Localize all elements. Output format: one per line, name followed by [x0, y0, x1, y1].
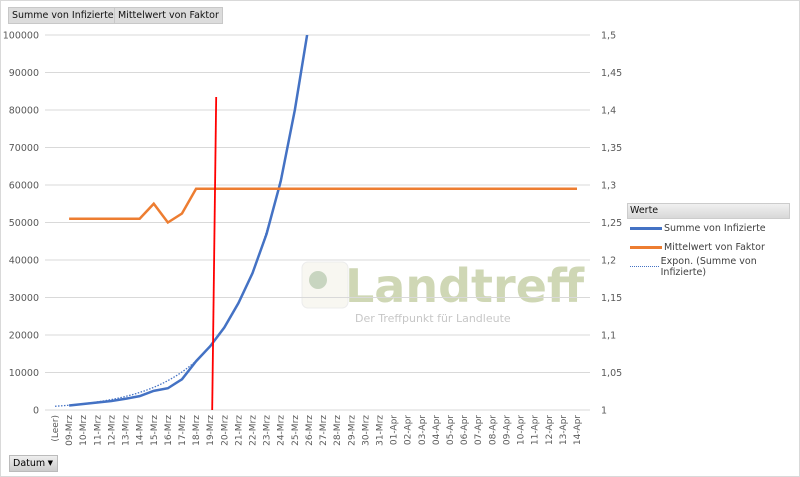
- x-tick-label: 29-Mrz: [347, 415, 357, 446]
- y-right-tick-label: 1,05: [601, 368, 622, 379]
- x-tick-label: 11-Mrz: [93, 415, 103, 446]
- y-right-tick-label: 1,35: [601, 143, 622, 154]
- x-tick-label: 24-Mrz: [277, 415, 287, 446]
- x-tick-label: 14-Apr: [573, 415, 583, 445]
- y-right-tick-label: 1,1: [601, 331, 616, 342]
- y-left-tick-label: 20000: [9, 331, 39, 342]
- watermark-tagline: Der Treffpunkt für Landleute: [355, 312, 511, 325]
- y-left-tick-label: 40000: [9, 256, 39, 267]
- x-tick-label: 20-Mrz: [220, 415, 230, 446]
- y-right-tick-label: 1,4: [601, 106, 616, 117]
- x-tick-label: 12-Apr: [545, 415, 555, 445]
- x-tick-label: 03-Apr: [418, 415, 428, 445]
- x-tick-label: 09-Apr: [502, 415, 512, 445]
- legend-swatch: [630, 227, 662, 230]
- legend-item-summe[interactable]: Summe von Infizierte: [627, 219, 790, 238]
- x-tick-label: 19-Mrz: [206, 415, 216, 446]
- y-right-tick-label: 1,3: [601, 181, 616, 192]
- y-left-tick-label: 50000: [9, 218, 39, 229]
- y-right-tick-label: 1,45: [601, 68, 622, 79]
- legend-item-trend[interactable]: Expon. (Summe von Infizierte): [627, 255, 790, 278]
- field-button-summe[interactable]: Summe von Infizierte: [8, 7, 118, 24]
- x-tick-label: 02-Apr: [404, 415, 414, 445]
- watermark-logo: Landtreff Der Treffpunkt für Landleute: [301, 259, 585, 325]
- x-tick-label: (Leer): [51, 415, 61, 442]
- datum-label: Datum: [13, 458, 46, 469]
- x-tick-label: 27-Mrz: [319, 415, 329, 446]
- x-tick-label: 15-Mrz: [150, 415, 160, 446]
- x-tick-label: 13-Mrz: [122, 415, 132, 446]
- x-tick-label: 06-Apr: [460, 415, 470, 445]
- y-right-tick-label: 1,5: [601, 31, 616, 42]
- x-tick-label: 16-Mrz: [164, 415, 174, 446]
- annotation-red-line: [211, 96, 218, 411]
- series-line-summe: [68, 35, 309, 407]
- x-tick-label: 10-Apr: [517, 415, 527, 445]
- x-tick-label: 01-Apr: [390, 415, 400, 445]
- series-line-mittelwert: [69, 187, 577, 225]
- legend-item-mittelwert[interactable]: Mittelwert von Faktor: [627, 238, 790, 257]
- x-tick-label: 22-Mrz: [249, 415, 259, 446]
- y-left-tick-label: 10000: [9, 368, 39, 379]
- x-tick-label: 26-Mrz: [305, 415, 315, 446]
- y-left-tick-label: 90000: [9, 68, 39, 79]
- x-tick-label: 25-Mrz: [291, 415, 301, 446]
- legend-swatch: [630, 266, 659, 267]
- legend-swatch: [630, 246, 662, 249]
- x-tick-label: 30-Mrz: [361, 415, 371, 446]
- legend-label: Mittelwert von Faktor: [664, 242, 765, 253]
- x-tick-label: 14-Mrz: [136, 415, 146, 446]
- y-left-tick-label: 30000: [9, 293, 39, 304]
- x-tick-label: 04-Apr: [432, 415, 442, 445]
- x-tick-label: 17-Mrz: [178, 415, 188, 446]
- x-tick-label: 08-Apr: [488, 415, 498, 445]
- legend-label: Expon. (Summe von Infizierte): [660, 255, 757, 278]
- y-right-tick-label: 1,2: [601, 256, 616, 267]
- watermark-text: Landtreff: [345, 259, 585, 313]
- x-tick-label: 28-Mrz: [333, 415, 343, 446]
- x-tick-label: 09-Mrz: [65, 415, 75, 446]
- x-tick-label: 23-Mrz: [263, 415, 273, 446]
- y-left-tick-label: 100000: [3, 31, 39, 42]
- x-tick-label: 11-Apr: [531, 415, 541, 445]
- y-right-tick-label: 1: [601, 406, 607, 417]
- y-left-tick-label: 80000: [9, 106, 39, 117]
- legend: Werte Summe von Infizierte Mittelwert vo…: [627, 203, 790, 278]
- x-tick-label: 18-Mrz: [192, 415, 202, 446]
- x-tick-label: 05-Apr: [446, 415, 456, 445]
- x-tick-label: 13-Apr: [559, 415, 569, 445]
- y-left-tick-label: 60000: [9, 181, 39, 192]
- x-tick-label: 07-Apr: [474, 415, 484, 445]
- y-left-tick-label: 0: [33, 406, 39, 417]
- legend-label: Summe von Infizierte: [664, 223, 766, 234]
- y-right-tick-label: 1,25: [601, 218, 622, 229]
- y-right-tick-label: 1,15: [601, 293, 622, 304]
- x-tick-label: 21-Mrz: [234, 415, 244, 446]
- x-tick-label: 12-Mrz: [107, 415, 117, 446]
- dropdown-arrow-icon: ▼: [47, 459, 53, 467]
- field-button-mittelwert[interactable]: Mittelwert von Faktor: [114, 7, 223, 24]
- x-tick-label: 31-Mrz: [375, 415, 385, 446]
- y-left-tick-label: 70000: [9, 143, 39, 154]
- x-tick-label: 10-Mrz: [79, 415, 89, 446]
- legend-title: Werte: [627, 203, 790, 219]
- datum-field-button[interactable]: Datum ▼: [9, 455, 58, 472]
